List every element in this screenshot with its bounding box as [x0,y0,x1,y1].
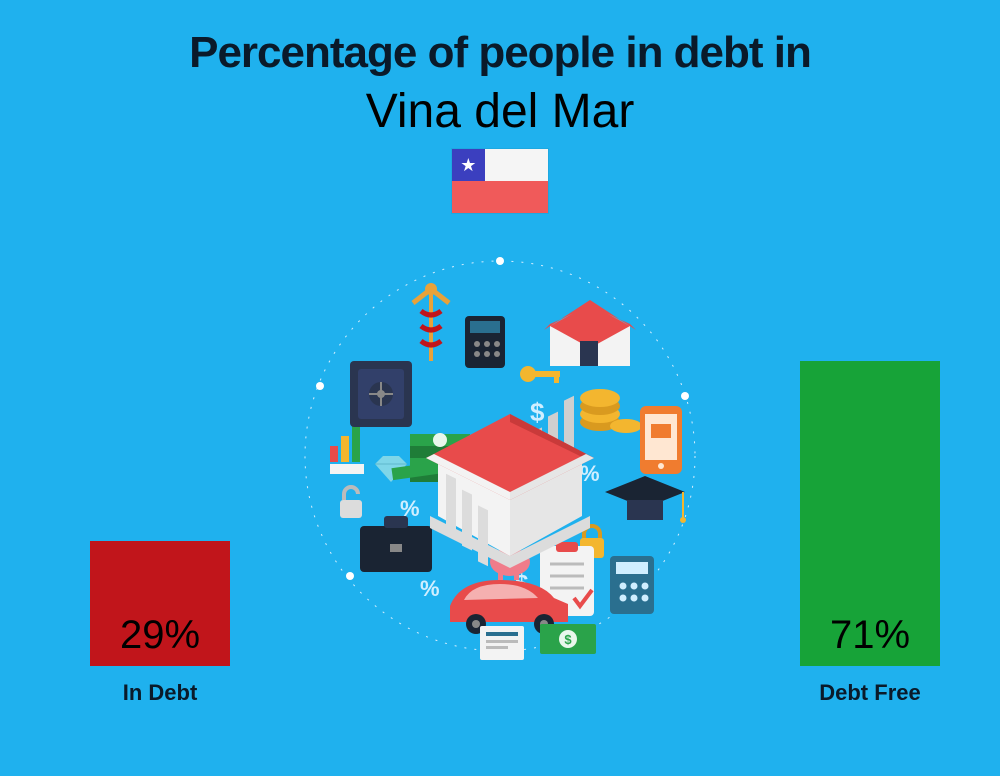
document-icon [480,626,524,660]
chile-flag-icon: ★ [452,149,548,213]
finance-illustration: $ % % % $ [280,226,720,666]
open-padlock-icon [340,487,362,518]
briefcase-icon [360,516,432,572]
phone-icon [640,406,682,474]
bar-label-debt_free: Debt Free [810,680,930,706]
svg-text:$: $ [564,632,572,647]
caduceus-icon [413,283,449,361]
bar-value: 29% [120,613,200,658]
barchart-icon [330,426,364,474]
chart-area: 29%In Debt71%Debt Free $ % % % $ [0,236,1000,736]
svg-text:%: % [580,461,600,486]
flag-red-stripe [452,181,548,213]
gradcap-icon [605,476,686,523]
page-title: Percentage of people in debt in [0,0,1000,78]
safe-icon [350,361,412,427]
cash-icon: $ [540,624,596,654]
bar-debt_free: 71% [800,361,940,666]
calculator-icon [610,556,654,614]
bar-in_debt: 29% [90,541,230,666]
bar-label-in_debt: In Debt [110,680,210,706]
flag-white-stripe [485,149,548,181]
bar-value: 71% [830,613,910,658]
flag-star-icon: ★ [460,156,476,174]
coins-icon [580,389,642,433]
key-icon [520,366,560,383]
svg-text:$: $ [530,397,545,427]
svg-text:%: % [420,576,440,601]
location-subtitle: Vina del Mar [0,84,1000,139]
flag-canton: ★ [452,149,485,181]
